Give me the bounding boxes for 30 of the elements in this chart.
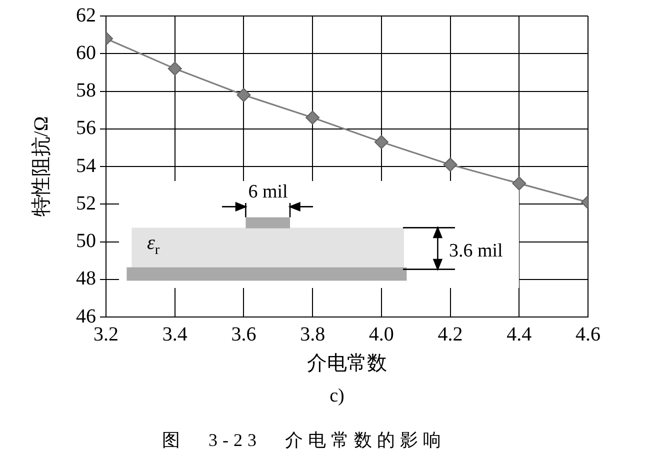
x-tick-label: 4.6	[576, 323, 600, 346]
y-tick-label: 52	[76, 192, 96, 214]
point	[236, 88, 251, 102]
x-tick-label: 4.0	[368, 323, 394, 346]
x-axis-title: 介电常数	[307, 352, 387, 374]
point	[306, 110, 320, 125]
x-tick-label: 3.4	[162, 323, 188, 346]
point	[168, 62, 182, 76]
x-tick-label: 4.2	[438, 323, 463, 346]
x-tick-label: 3.8	[300, 323, 326, 346]
point	[512, 176, 526, 190]
y-axis-title: 特性阻抗/Ω	[30, 116, 52, 217]
annotation: 3.6 mil	[449, 240, 503, 262]
annotation: ε$_{r}$	[147, 232, 160, 258]
y-tick-label: 46	[76, 305, 96, 328]
y-tick-label: 56	[76, 117, 96, 140]
y-tick-label: 54	[76, 154, 96, 177]
x-tick-label: 4.4	[506, 323, 532, 346]
text: c)	[330, 386, 344, 408]
point	[374, 135, 388, 150]
x-tick-label: 3.2	[94, 323, 118, 346]
caption: 图 3-23 介电常数的影响	[162, 430, 446, 451]
y-tick-label: 62	[76, 4, 96, 26]
annotation: 6 mil	[248, 182, 288, 204]
y-tick-label: 60	[76, 42, 96, 64]
y-tick-label: 50	[76, 230, 96, 252]
point	[443, 158, 458, 172]
y-tick-label: 48	[76, 268, 96, 290]
y-tick-label: 58	[76, 80, 96, 102]
x-tick-label: 3.6	[231, 323, 256, 346]
